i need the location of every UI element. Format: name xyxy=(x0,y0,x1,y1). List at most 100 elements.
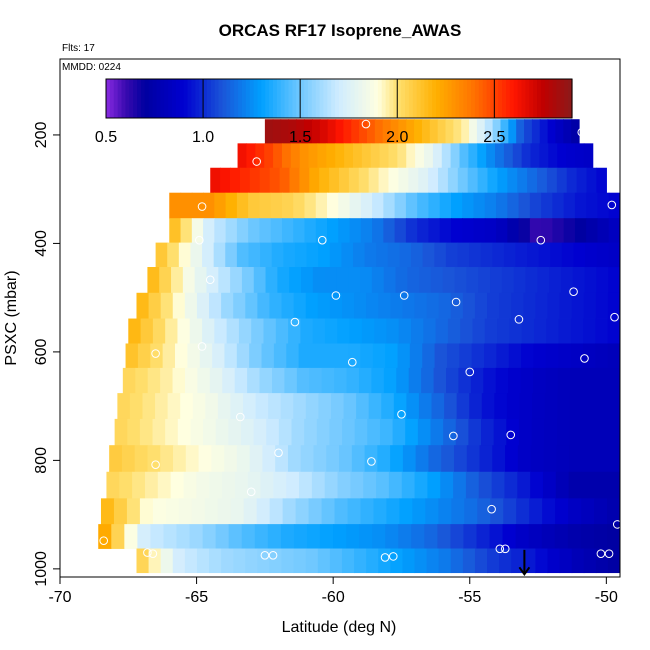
heatmap-cell xyxy=(570,318,584,344)
heatmap-cell xyxy=(496,343,510,369)
heatmap-cell xyxy=(194,267,208,294)
heatmap-cell xyxy=(430,267,444,294)
heatmap-cell xyxy=(293,218,306,244)
heatmap-cell xyxy=(228,418,242,446)
heatmap-cell xyxy=(206,267,219,294)
heatmap-cell xyxy=(459,343,473,369)
heatmap-cell xyxy=(539,119,549,144)
heatmap-cell xyxy=(293,192,306,219)
colorbar-swatch xyxy=(117,79,123,118)
heatmap-cell xyxy=(487,548,500,574)
heatmap-cell xyxy=(608,242,620,268)
colorbar-swatch xyxy=(125,79,130,118)
heatmap-cell xyxy=(546,318,560,344)
colorbar-swatch xyxy=(412,79,418,118)
heatmap-cell xyxy=(412,498,426,525)
heatmap-cell xyxy=(264,119,274,144)
heatmap-cell xyxy=(421,367,435,394)
heatmap-cell xyxy=(269,292,283,319)
sample-point xyxy=(380,553,390,562)
colorbar-swatch xyxy=(389,79,394,118)
heatmap-cell xyxy=(423,318,437,344)
heatmap-cell xyxy=(374,318,388,344)
sample-point xyxy=(367,457,376,466)
heatmap-cell xyxy=(280,393,294,420)
sample-point xyxy=(610,312,619,322)
colorbar-frame xyxy=(105,78,573,119)
sample-point xyxy=(347,357,357,367)
heatmap-cell xyxy=(383,367,397,394)
heatmap-cell xyxy=(523,292,536,319)
heatmap-cell xyxy=(337,318,351,344)
sample-point xyxy=(143,548,152,557)
heatmap-cell xyxy=(595,318,609,344)
heatmap-cell xyxy=(595,292,609,319)
heatmap-cell xyxy=(150,343,164,369)
heatmap-cell xyxy=(463,524,478,549)
heatmap-cell xyxy=(324,267,338,294)
sample-point xyxy=(500,544,510,554)
heatmap-cell xyxy=(376,471,390,499)
heatmap-cell xyxy=(450,192,463,219)
arrow-head xyxy=(518,566,531,577)
heatmap-cell xyxy=(511,548,524,574)
heatmap-cell xyxy=(346,524,360,549)
colorbar-swatch xyxy=(443,79,449,118)
heatmap-cell xyxy=(407,267,420,294)
colorbar-swatch xyxy=(234,79,239,118)
colorbar-swatch xyxy=(366,79,371,118)
heatmap-cell xyxy=(433,367,447,394)
sample-point xyxy=(388,552,398,561)
heatmap-cell xyxy=(113,498,128,525)
heatmap-cell xyxy=(144,471,159,499)
heatmap-cell xyxy=(390,292,404,319)
heatmap-cell xyxy=(217,393,232,420)
heatmap-cell xyxy=(240,418,255,446)
heatmap-cell xyxy=(574,192,587,219)
heatmap-cell xyxy=(426,548,440,574)
heatmap-cell xyxy=(212,343,226,369)
colorbar-swatch xyxy=(494,79,499,118)
heatmap-cell xyxy=(531,119,541,144)
heatmap-cell xyxy=(499,548,512,574)
colorbar-swatch xyxy=(533,79,538,118)
heatmap-cell xyxy=(246,143,256,169)
heatmap-cell xyxy=(341,242,354,268)
colorbar-swatch xyxy=(144,79,150,118)
heatmap-cell xyxy=(583,143,594,169)
colorbar-swatch xyxy=(183,79,189,118)
colorbar-tick-label: 1.0 xyxy=(192,129,214,146)
heatmap-cell xyxy=(530,471,544,499)
heatmap-cell xyxy=(422,343,436,369)
colorbar-tick-label: 2.0 xyxy=(386,129,408,146)
heatmap-cell xyxy=(596,167,607,194)
heatmap-cell xyxy=(245,548,258,574)
heatmap-cell xyxy=(490,267,503,294)
colorbar-swatch xyxy=(129,79,134,118)
heatmap-cell xyxy=(222,367,236,394)
heatmap-cell xyxy=(170,471,185,499)
heatmap-cell xyxy=(531,418,545,446)
heatmap-cell xyxy=(515,242,528,268)
heatmap-cell xyxy=(597,192,610,219)
heatmap-cell xyxy=(371,367,385,394)
heatmap-cell xyxy=(484,218,497,244)
heatmap-cell xyxy=(155,393,169,420)
flights-annotation: Flts: 17 xyxy=(62,43,95,54)
heatmap-cell xyxy=(428,445,442,473)
heatmap-cell xyxy=(372,524,386,549)
heatmap-cell xyxy=(607,445,620,473)
heatmap-cell xyxy=(394,192,407,219)
heatmap-cell xyxy=(446,343,460,369)
heatmap-cell xyxy=(408,367,422,394)
heatmap-cell xyxy=(269,498,284,525)
heatmap-cell xyxy=(150,524,165,549)
heatmap-cell xyxy=(236,445,251,473)
heatmap-cell xyxy=(418,167,429,194)
heatmap-cell xyxy=(335,119,345,144)
heatmap-cell xyxy=(569,393,583,420)
sample-point xyxy=(252,157,261,166)
heatmap-cell xyxy=(160,445,174,473)
colorbar-swatch xyxy=(168,79,173,118)
heatmap-cell xyxy=(248,242,261,268)
